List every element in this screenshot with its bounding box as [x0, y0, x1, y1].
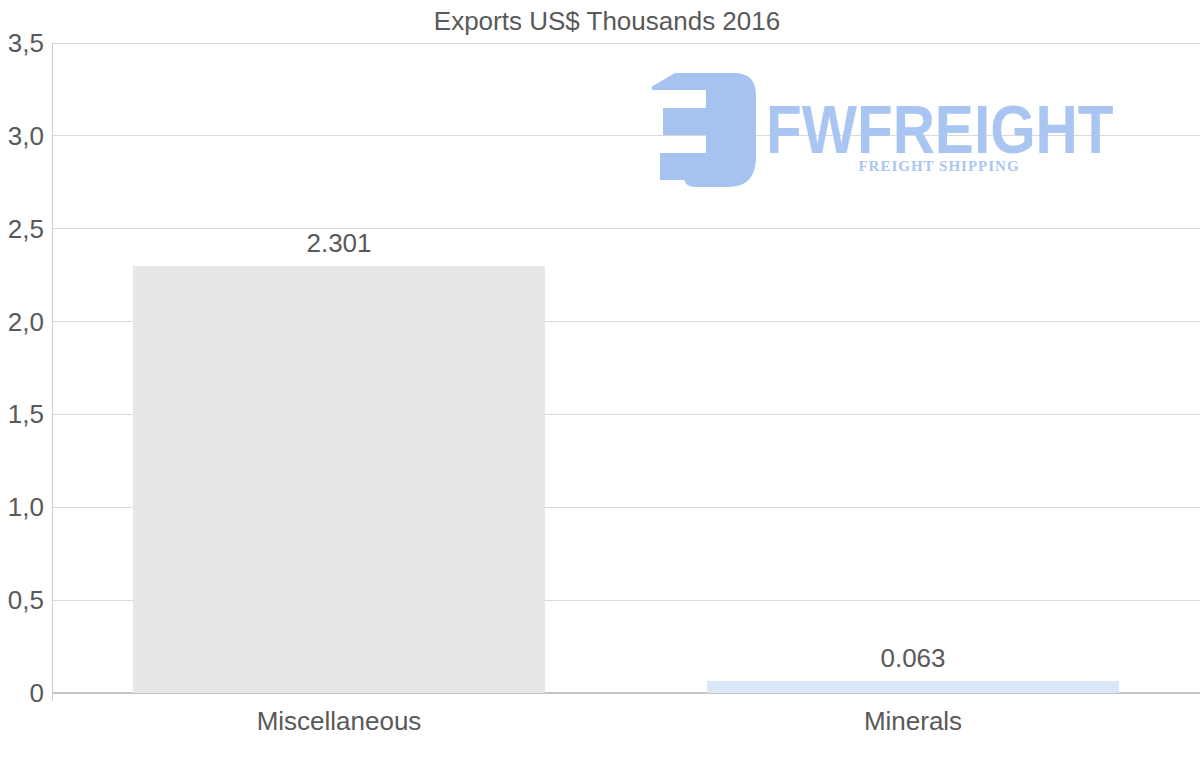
x-axis-label: Minerals — [707, 704, 1119, 738]
y-axis-line — [52, 43, 53, 701]
fwfreight-logo-icon — [652, 73, 756, 187]
y-axis-label: 3,0 — [0, 119, 44, 153]
y-axis-label: 1,0 — [0, 490, 44, 524]
gridline — [52, 43, 1200, 44]
y-axis-label: 2,5 — [0, 212, 44, 246]
y-axis-label: 3,5 — [0, 26, 44, 60]
y-axis-label: 0,5 — [0, 583, 44, 617]
bar-value-label: 2.301 — [133, 228, 545, 258]
chart-title: Exports US$ Thousands 2016 — [434, 6, 780, 36]
y-axis-label: 0 — [0, 676, 44, 710]
watermark-brand: FWFREIGHT — [766, 95, 1170, 163]
y-axis-label: 1,5 — [0, 397, 44, 431]
bar-value-label: 0.063 — [707, 643, 1119, 673]
x-axis-label: Miscellaneous — [133, 704, 545, 738]
bar-chart: Exports US$ Thousands 2016 3,5 3,0 2,5 2,0 1… — [0, 0, 1200, 763]
y-axis-label: 2,0 — [0, 305, 44, 339]
bar-minerals — [707, 681, 1119, 693]
bar-miscellaneous — [133, 266, 545, 693]
watermark-tagline: FREIGHT SHIPPING — [766, 158, 1112, 175]
